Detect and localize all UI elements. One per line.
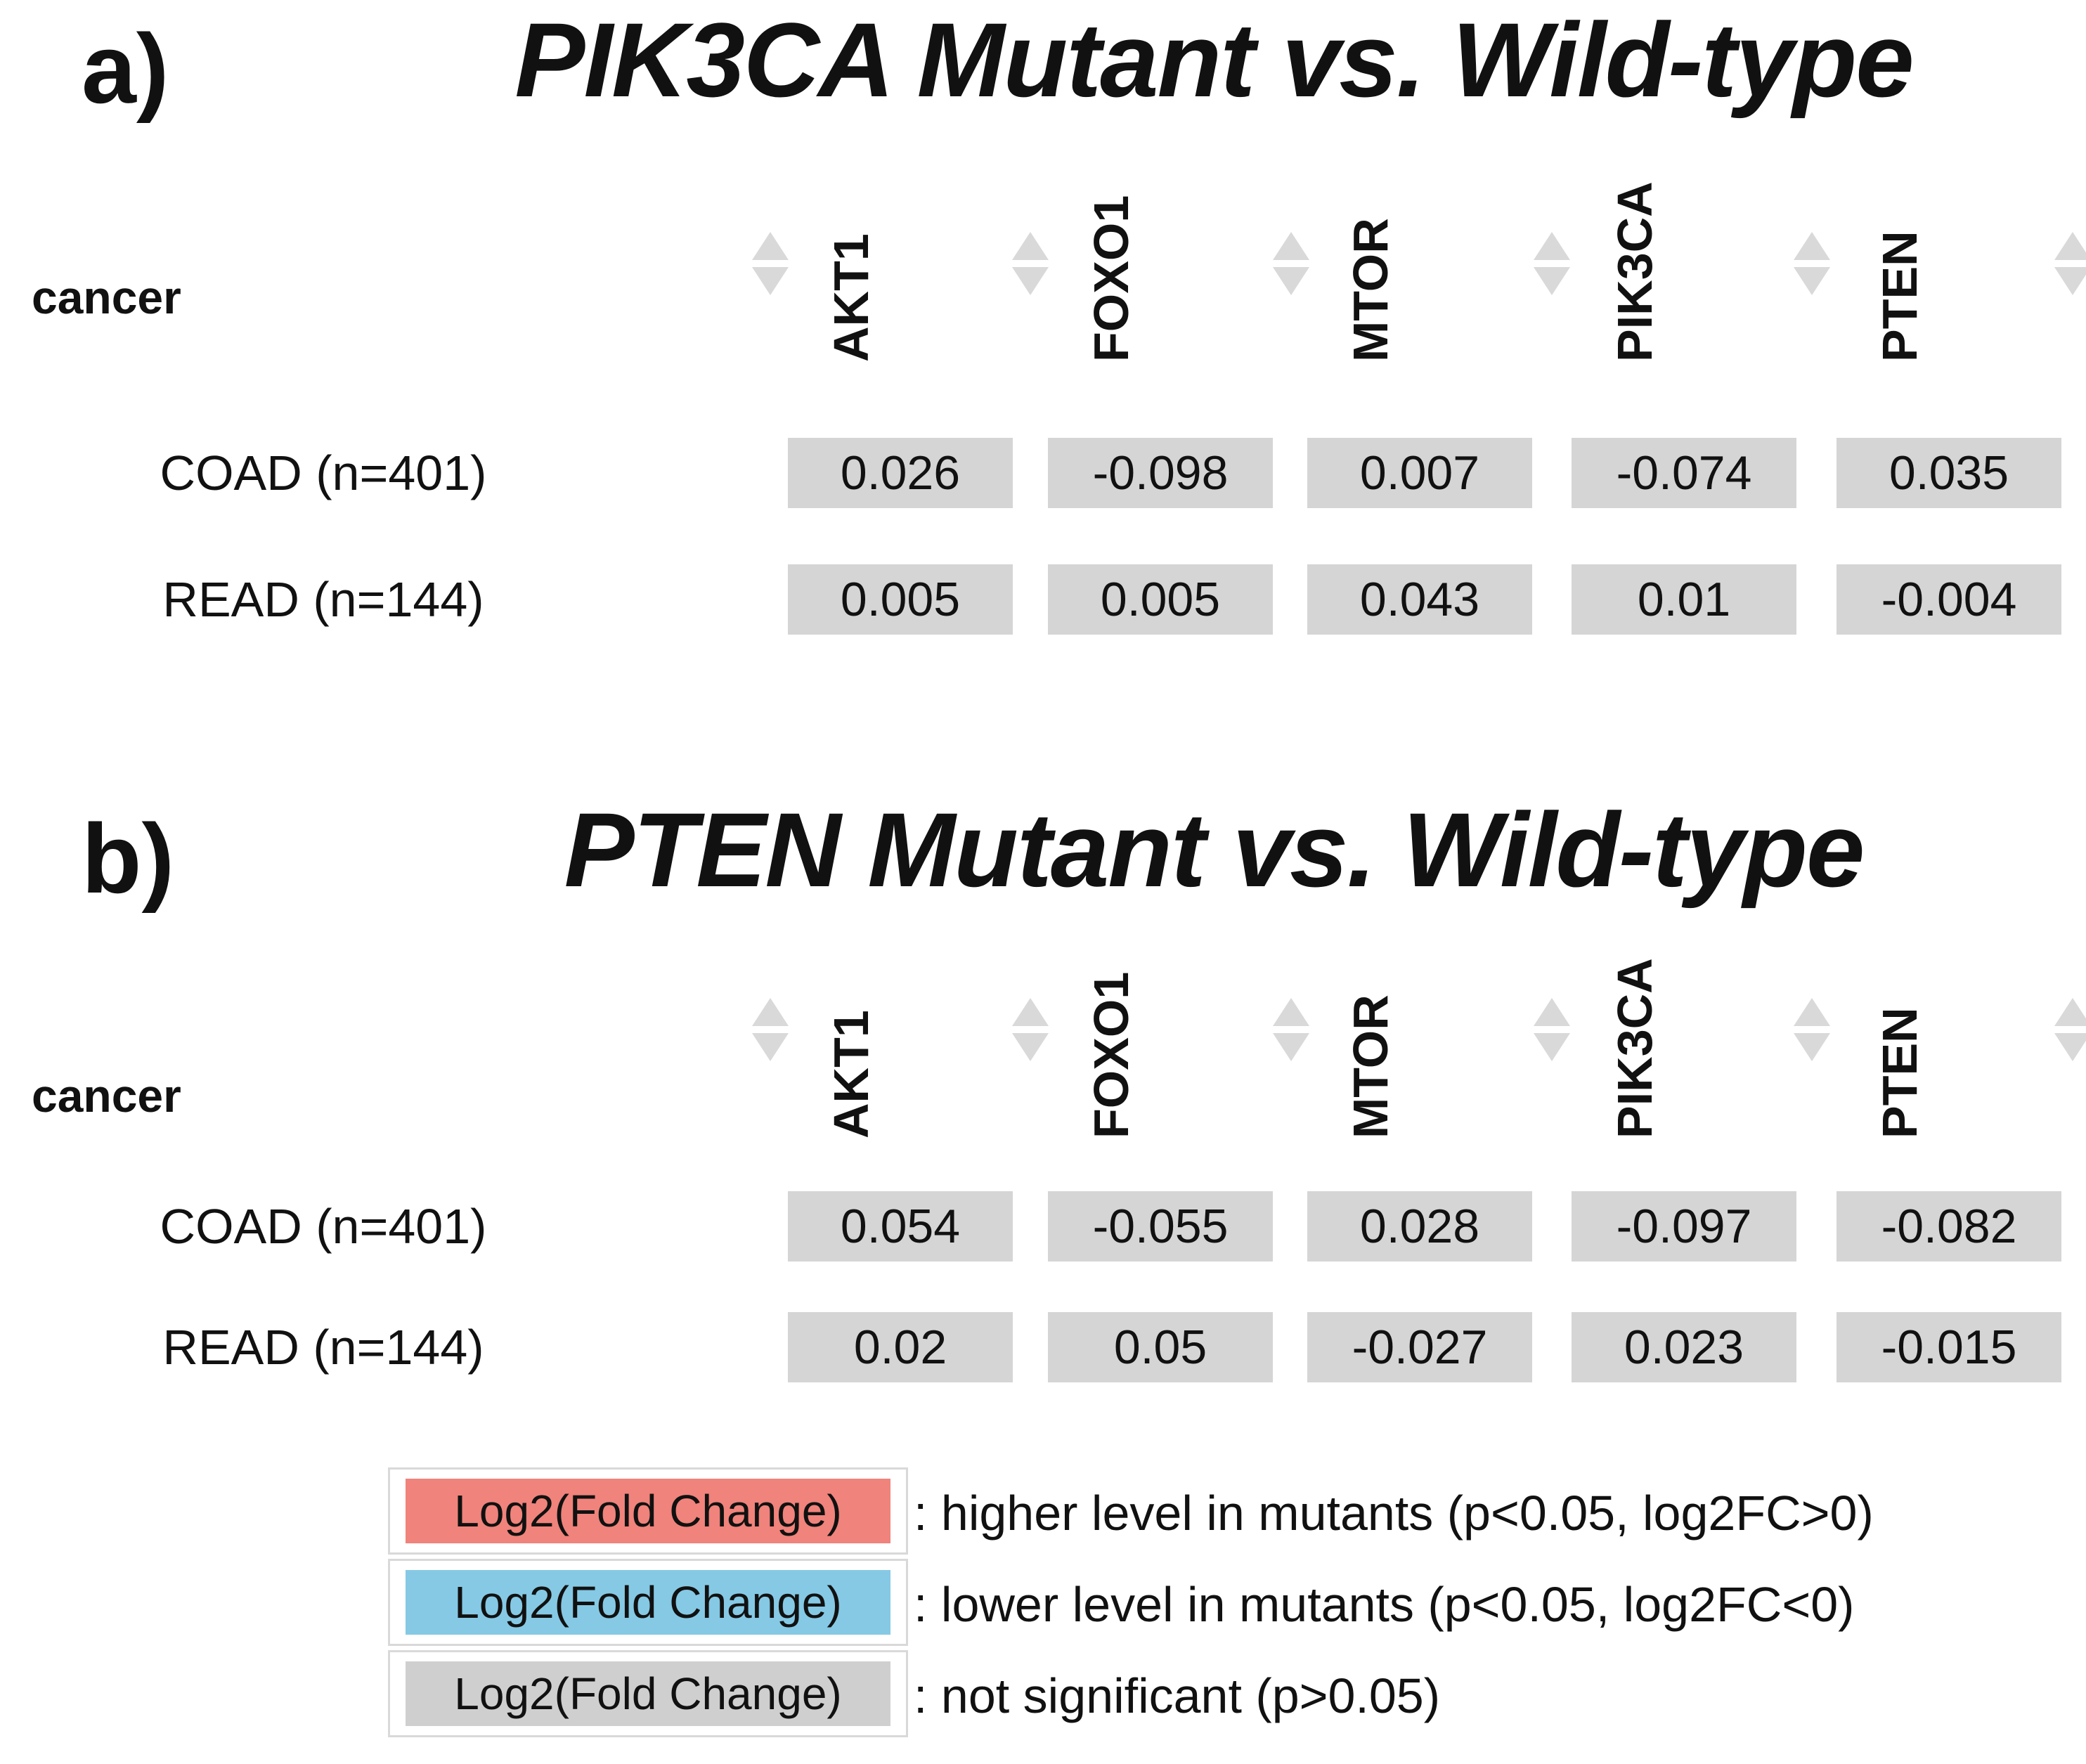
value-cell: -0.027	[1307, 1312, 1532, 1382]
legend-item: Log2(Fold Change)	[388, 1559, 908, 1646]
column-header-gene: PIK3CA	[1607, 181, 1662, 362]
value-cell: -0.055	[1048, 1191, 1273, 1262]
legend: Log2(Fold Change) Log2(Fold Change) Log2…	[388, 1467, 908, 1742]
panel-a-label: a)	[82, 13, 169, 124]
legend-swatch-red: Log2(Fold Change)	[406, 1479, 890, 1543]
sort-arrows-icon[interactable]	[1534, 998, 1570, 1061]
cancer-row-header: cancer	[32, 1070, 181, 1122]
sort-arrows-icon[interactable]	[752, 232, 789, 295]
sort-down-icon	[752, 267, 789, 295]
value-cell: 0.028	[1307, 1191, 1532, 1262]
column-header-gene: PTEN	[1872, 1007, 1927, 1139]
legend-item: Log2(Fold Change)	[388, 1467, 908, 1555]
value-cell: 0.026	[788, 438, 1013, 508]
sort-down-icon	[2054, 267, 2086, 295]
value-cell: 0.02	[788, 1312, 1013, 1382]
sort-arrows-icon[interactable]	[1794, 232, 1830, 295]
sort-up-icon	[1534, 232, 1570, 260]
value-cell: 0.007	[1307, 438, 1532, 508]
column-header-gene: AKT1	[824, 1010, 879, 1139]
sort-arrows-icon[interactable]	[752, 998, 789, 1061]
value-cell: -0.097	[1572, 1191, 1796, 1262]
table-row-label: COAD (n=401)	[160, 1199, 487, 1254]
value-cell: 0.054	[788, 1191, 1013, 1262]
sort-up-icon	[752, 232, 789, 260]
value-cell: -0.004	[1836, 564, 2061, 635]
sort-up-icon	[1012, 998, 1049, 1026]
sort-up-icon	[1273, 232, 1309, 260]
value-cell: 0.043	[1307, 564, 1532, 635]
column-header-gene: PTEN	[1872, 231, 1927, 362]
sort-down-icon	[1273, 267, 1309, 295]
column-header-gene: AKT1	[824, 233, 879, 362]
sort-down-icon	[1012, 1033, 1049, 1061]
value-cell: -0.098	[1048, 438, 1273, 508]
sort-down-icon	[1534, 1033, 1570, 1061]
sort-up-icon	[2054, 232, 2086, 260]
sort-down-icon	[1794, 267, 1830, 295]
sort-arrows-icon[interactable]	[1273, 232, 1309, 295]
sort-up-icon	[1012, 232, 1049, 260]
legend-swatch-gray: Log2(Fold Change)	[406, 1661, 890, 1726]
legend-item: Log2(Fold Change)	[388, 1650, 908, 1737]
table-row-label: READ (n=144)	[162, 1320, 484, 1375]
value-cell: -0.074	[1572, 438, 1796, 508]
sort-up-icon	[752, 998, 789, 1026]
sort-down-icon	[1794, 1033, 1830, 1061]
panel-a-title: PIK3CA Mutant vs. Wild-type	[514, 1, 1914, 119]
value-cell: 0.035	[1836, 438, 2061, 508]
sort-arrows-icon[interactable]	[1273, 998, 1309, 1061]
sort-arrows-icon[interactable]	[1794, 998, 1830, 1061]
value-cell: 0.01	[1572, 564, 1796, 635]
value-cell: 0.005	[788, 564, 1013, 635]
sort-arrows-icon[interactable]	[1012, 998, 1049, 1061]
column-header-gene: MTOR	[1343, 994, 1398, 1139]
column-header-gene: FOXO1	[1084, 971, 1139, 1139]
sort-up-icon	[1794, 998, 1830, 1026]
sort-arrows-icon[interactable]	[2054, 998, 2086, 1061]
sort-down-icon	[1012, 267, 1049, 295]
sort-up-icon	[1794, 232, 1830, 260]
column-header-gene: MTOR	[1343, 218, 1398, 362]
legend-description: : lower level in mutants (p<0.05, log2FC…	[914, 1577, 1855, 1632]
table-row-label: READ (n=144)	[162, 572, 484, 627]
table-row-label: COAD (n=401)	[160, 446, 487, 500]
sort-down-icon	[752, 1033, 789, 1061]
cancer-row-header: cancer	[32, 271, 181, 323]
value-cell: 0.005	[1048, 564, 1273, 635]
sort-down-icon	[2054, 1033, 2086, 1061]
legend-description: : higher level in mutants (p<0.05, log2F…	[914, 1486, 1874, 1541]
legend-swatch-blue: Log2(Fold Change)	[406, 1570, 890, 1635]
value-cell: 0.05	[1048, 1312, 1273, 1382]
value-cell: -0.082	[1836, 1191, 2061, 1262]
sort-down-icon	[1273, 1033, 1309, 1061]
column-header-gene: FOXO1	[1084, 195, 1139, 362]
sort-up-icon	[1534, 998, 1570, 1026]
panel-b-title: PTEN Mutant vs. Wild-type	[564, 791, 1865, 909]
sort-arrows-icon[interactable]	[2054, 232, 2086, 295]
column-header-gene: PIK3CA	[1607, 958, 1662, 1139]
sort-arrows-icon[interactable]	[1534, 232, 1570, 295]
value-cell: -0.015	[1836, 1312, 2061, 1382]
sort-up-icon	[2054, 998, 2086, 1026]
panel-b-label: b)	[82, 803, 175, 914]
sort-up-icon	[1273, 998, 1309, 1026]
sort-arrows-icon[interactable]	[1012, 232, 1049, 295]
value-cell: 0.023	[1572, 1312, 1796, 1382]
legend-description: : not significant (p>0.05)	[914, 1668, 1441, 1723]
sort-down-icon	[1534, 267, 1570, 295]
